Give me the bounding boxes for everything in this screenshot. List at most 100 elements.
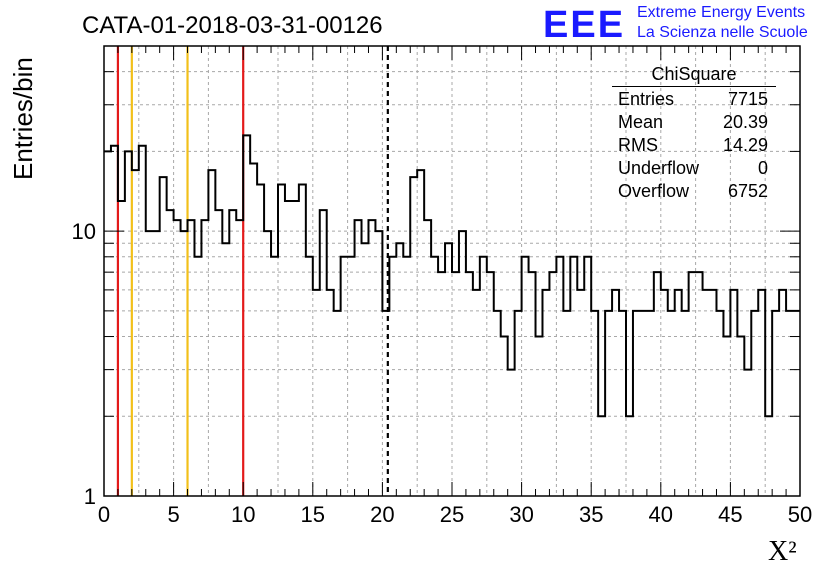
histogram-bin (146, 231, 153, 496)
histogram-bin (382, 311, 389, 496)
histogram-bin (348, 257, 355, 496)
histogram-bin (292, 201, 299, 496)
histogram-bin (536, 337, 543, 496)
histogram-bin (125, 151, 132, 496)
x-tick-label: 40 (649, 502, 673, 527)
histogram-bin (264, 231, 271, 496)
x-axis-label: X² (768, 536, 797, 567)
stats-row-overflow: Overflow 6752 (612, 180, 776, 203)
stats-label: Mean (618, 112, 664, 132)
histogram-bin (577, 290, 584, 496)
histogram-bin (682, 311, 689, 496)
x-tick-label: 20 (370, 502, 394, 527)
x-tick-label: 45 (718, 502, 742, 527)
histogram-bin (480, 257, 487, 496)
stats-label: Underflow (618, 158, 700, 178)
eee-logo: EEE (543, 4, 626, 46)
histogram-bin (619, 311, 626, 496)
histogram-bin (556, 257, 563, 496)
histogram-bin (710, 290, 717, 496)
histogram-bin (508, 370, 515, 496)
histogram-bin (786, 311, 793, 496)
histogram-bin (612, 290, 619, 496)
histogram-bin (250, 164, 257, 496)
histogram-bin (355, 220, 362, 496)
chart-title: CATA-01-2018-03-31-00126 (82, 12, 383, 39)
histogram-bin (445, 243, 452, 496)
histogram-bin (341, 257, 348, 496)
histogram-bin (529, 272, 536, 496)
x-tick-label: 0 (98, 502, 110, 527)
histogram-bin (271, 257, 278, 496)
histogram-bin (675, 290, 682, 496)
histogram-bin (167, 210, 174, 496)
y-tick-label: 10 (72, 219, 96, 244)
histogram-bin (549, 272, 556, 496)
histogram-bin (243, 135, 250, 496)
histogram-bin (793, 311, 800, 496)
histogram-bin (765, 416, 772, 496)
histogram-bin (181, 231, 188, 496)
stats-value: 14.29 (722, 135, 768, 155)
histogram-bin (118, 201, 125, 496)
histogram-bin (459, 231, 466, 496)
histogram-bin (723, 337, 730, 496)
histogram-bin (689, 272, 696, 496)
histogram-bin (334, 311, 341, 496)
histogram-bin (542, 290, 549, 496)
histogram-bin (389, 257, 396, 496)
histogram-bin (591, 311, 598, 496)
stats-value: 7715 (727, 89, 768, 109)
histogram-bin (188, 220, 195, 496)
stats-label: Overflow (618, 181, 690, 201)
stats-value: 6752 (727, 181, 768, 201)
histogram-bin (417, 170, 424, 496)
histogram-bin (201, 220, 208, 496)
histogram-bin (570, 257, 577, 496)
histogram-bin (466, 272, 473, 496)
x-tick-label: 30 (509, 502, 533, 527)
histogram-bin (772, 311, 779, 496)
histogram-bin (487, 272, 494, 496)
histogram-bin (375, 231, 382, 496)
histogram-bin (236, 220, 243, 496)
histogram-bin (730, 290, 737, 496)
histogram-bin (751, 311, 758, 496)
histogram-bin (222, 243, 229, 496)
histogram-bin (744, 370, 751, 496)
stats-title: ChiSquare (612, 64, 776, 87)
histogram-bin (194, 257, 201, 496)
histogram-bin (654, 272, 661, 496)
histogram-bin (758, 290, 765, 496)
stats-label: Entries (618, 89, 675, 109)
histogram-bin (438, 272, 445, 496)
histogram-bin (313, 290, 320, 496)
x-tick-label: 50 (788, 502, 812, 527)
histogram-bin (779, 290, 786, 496)
stats-row-rms: RMS 14.29 (612, 134, 776, 157)
histogram-bin (696, 272, 703, 496)
histogram-bin (396, 243, 403, 496)
stats-row-mean: Mean 20.39 (612, 111, 776, 134)
histogram-bin (716, 311, 723, 496)
stats-value: 0 (757, 158, 768, 178)
histogram-bin (278, 184, 285, 496)
x-tick-label: 5 (167, 502, 179, 527)
histogram-bin (584, 257, 591, 496)
histogram-bin (139, 146, 146, 496)
histogram-bin (633, 311, 640, 496)
histogram-bin (229, 210, 236, 496)
histogram-bin (132, 170, 139, 496)
histogram-bin (174, 220, 181, 496)
histogram-bin (327, 290, 334, 496)
histogram-bin (626, 416, 633, 496)
stats-box: ChiSquare Entries 7715 Mean 20.39 RMS 14… (612, 64, 776, 203)
histogram-bin (160, 177, 167, 496)
histogram-bin (661, 290, 668, 496)
y-tick-label: 1 (84, 484, 96, 509)
stats-label: RMS (618, 135, 658, 155)
stats-row-entries: Entries 7715 (612, 88, 776, 111)
histogram-bin (598, 416, 605, 496)
histogram-bin (452, 272, 459, 496)
x-tick-label: 15 (301, 502, 325, 527)
